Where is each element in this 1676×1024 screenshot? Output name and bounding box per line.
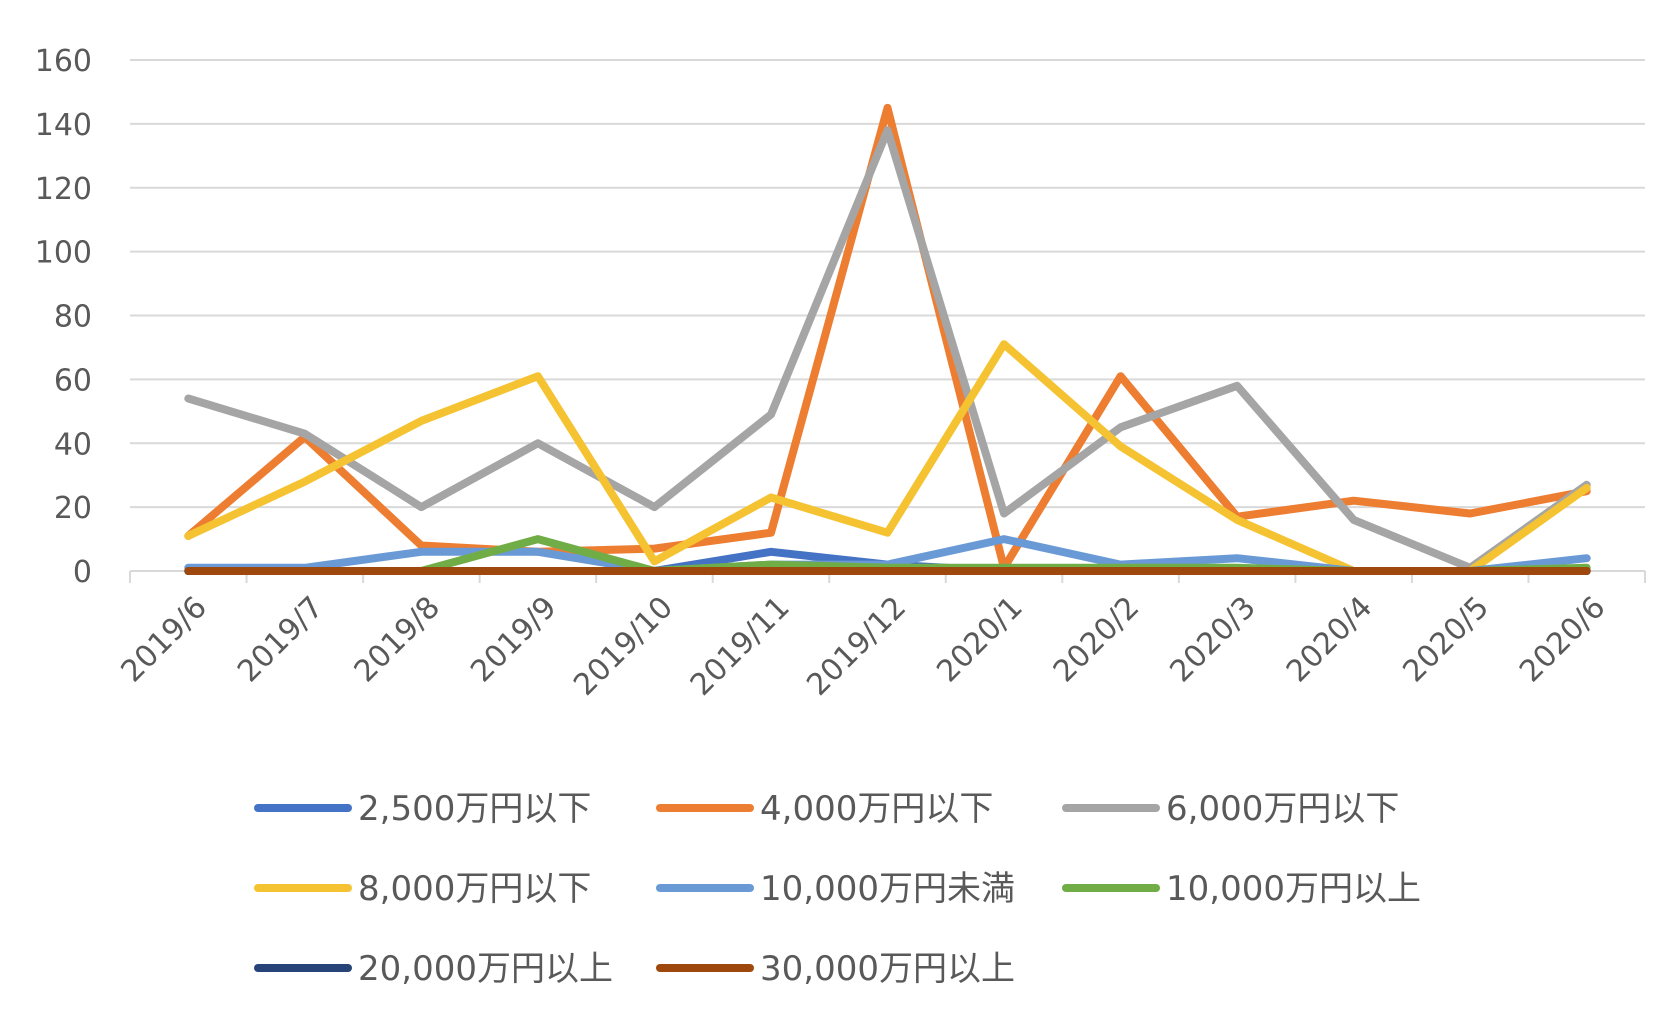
legend-label: 10,000万円以上 (1166, 869, 1421, 909)
y-axis-ticks: 0 20 40 60 80 100 120 140 160 (35, 44, 92, 590)
legend-label: 2,500万円以下 (358, 789, 591, 829)
legend: 2,500万円以下 4,000万円以下 6,000万円以下 8,000万円以下 10,0… (254, 789, 1421, 989)
x-tick-label: 2019/12 (800, 590, 913, 703)
x-tick-label: 2020/6 (1513, 590, 1612, 689)
y-tick-label: 160 (35, 44, 92, 79)
legend-label: 10,000万円未満 (760, 869, 1015, 909)
x-tick-label: 2020/2 (1047, 590, 1146, 689)
series-line-3 (184, 126, 1591, 572)
x-tick-label: 2020/5 (1396, 590, 1495, 689)
legend-label: 6,000万円以下 (1166, 789, 1399, 829)
x-tick-label: 2019/6 (115, 590, 214, 689)
x-tick-label: 2019/8 (348, 590, 447, 689)
x-tick-label: 2020/3 (1163, 590, 1262, 689)
y-tick-label: 120 (35, 172, 92, 207)
y-tick-label: 140 (35, 108, 92, 143)
x-tick-label: 2019/7 (231, 590, 330, 689)
y-tick-label: 60 (54, 363, 92, 398)
series-line-2 (184, 103, 1591, 572)
legend-label: 20,000万円以上 (358, 949, 613, 989)
y-tick-label: 40 (54, 427, 92, 462)
series-lines (184, 103, 1591, 575)
legend-label: 30,000万円以上 (760, 949, 1015, 989)
x-tick-label: 2020/1 (930, 590, 1029, 689)
y-tick-label: 0 (73, 555, 92, 590)
x-tick-label: 2019/11 (684, 590, 797, 703)
x-tick-label: 2020/4 (1280, 590, 1379, 689)
y-tick-label: 20 (54, 491, 92, 526)
y-tick-label: 100 (35, 236, 92, 271)
x-tick-label: 2019/9 (464, 590, 563, 689)
legend-label: 4,000万円以下 (760, 789, 993, 829)
x-axis-ticks: 2019/6 2019/7 2019/8 2019/9 2019/10 2019/11 20… (115, 590, 1613, 703)
y-tick-label: 80 (54, 300, 92, 335)
legend-label: 8,000万円以下 (358, 869, 591, 909)
x-tick-label: 2019/10 (567, 590, 680, 703)
series-line-4 (184, 340, 1591, 575)
